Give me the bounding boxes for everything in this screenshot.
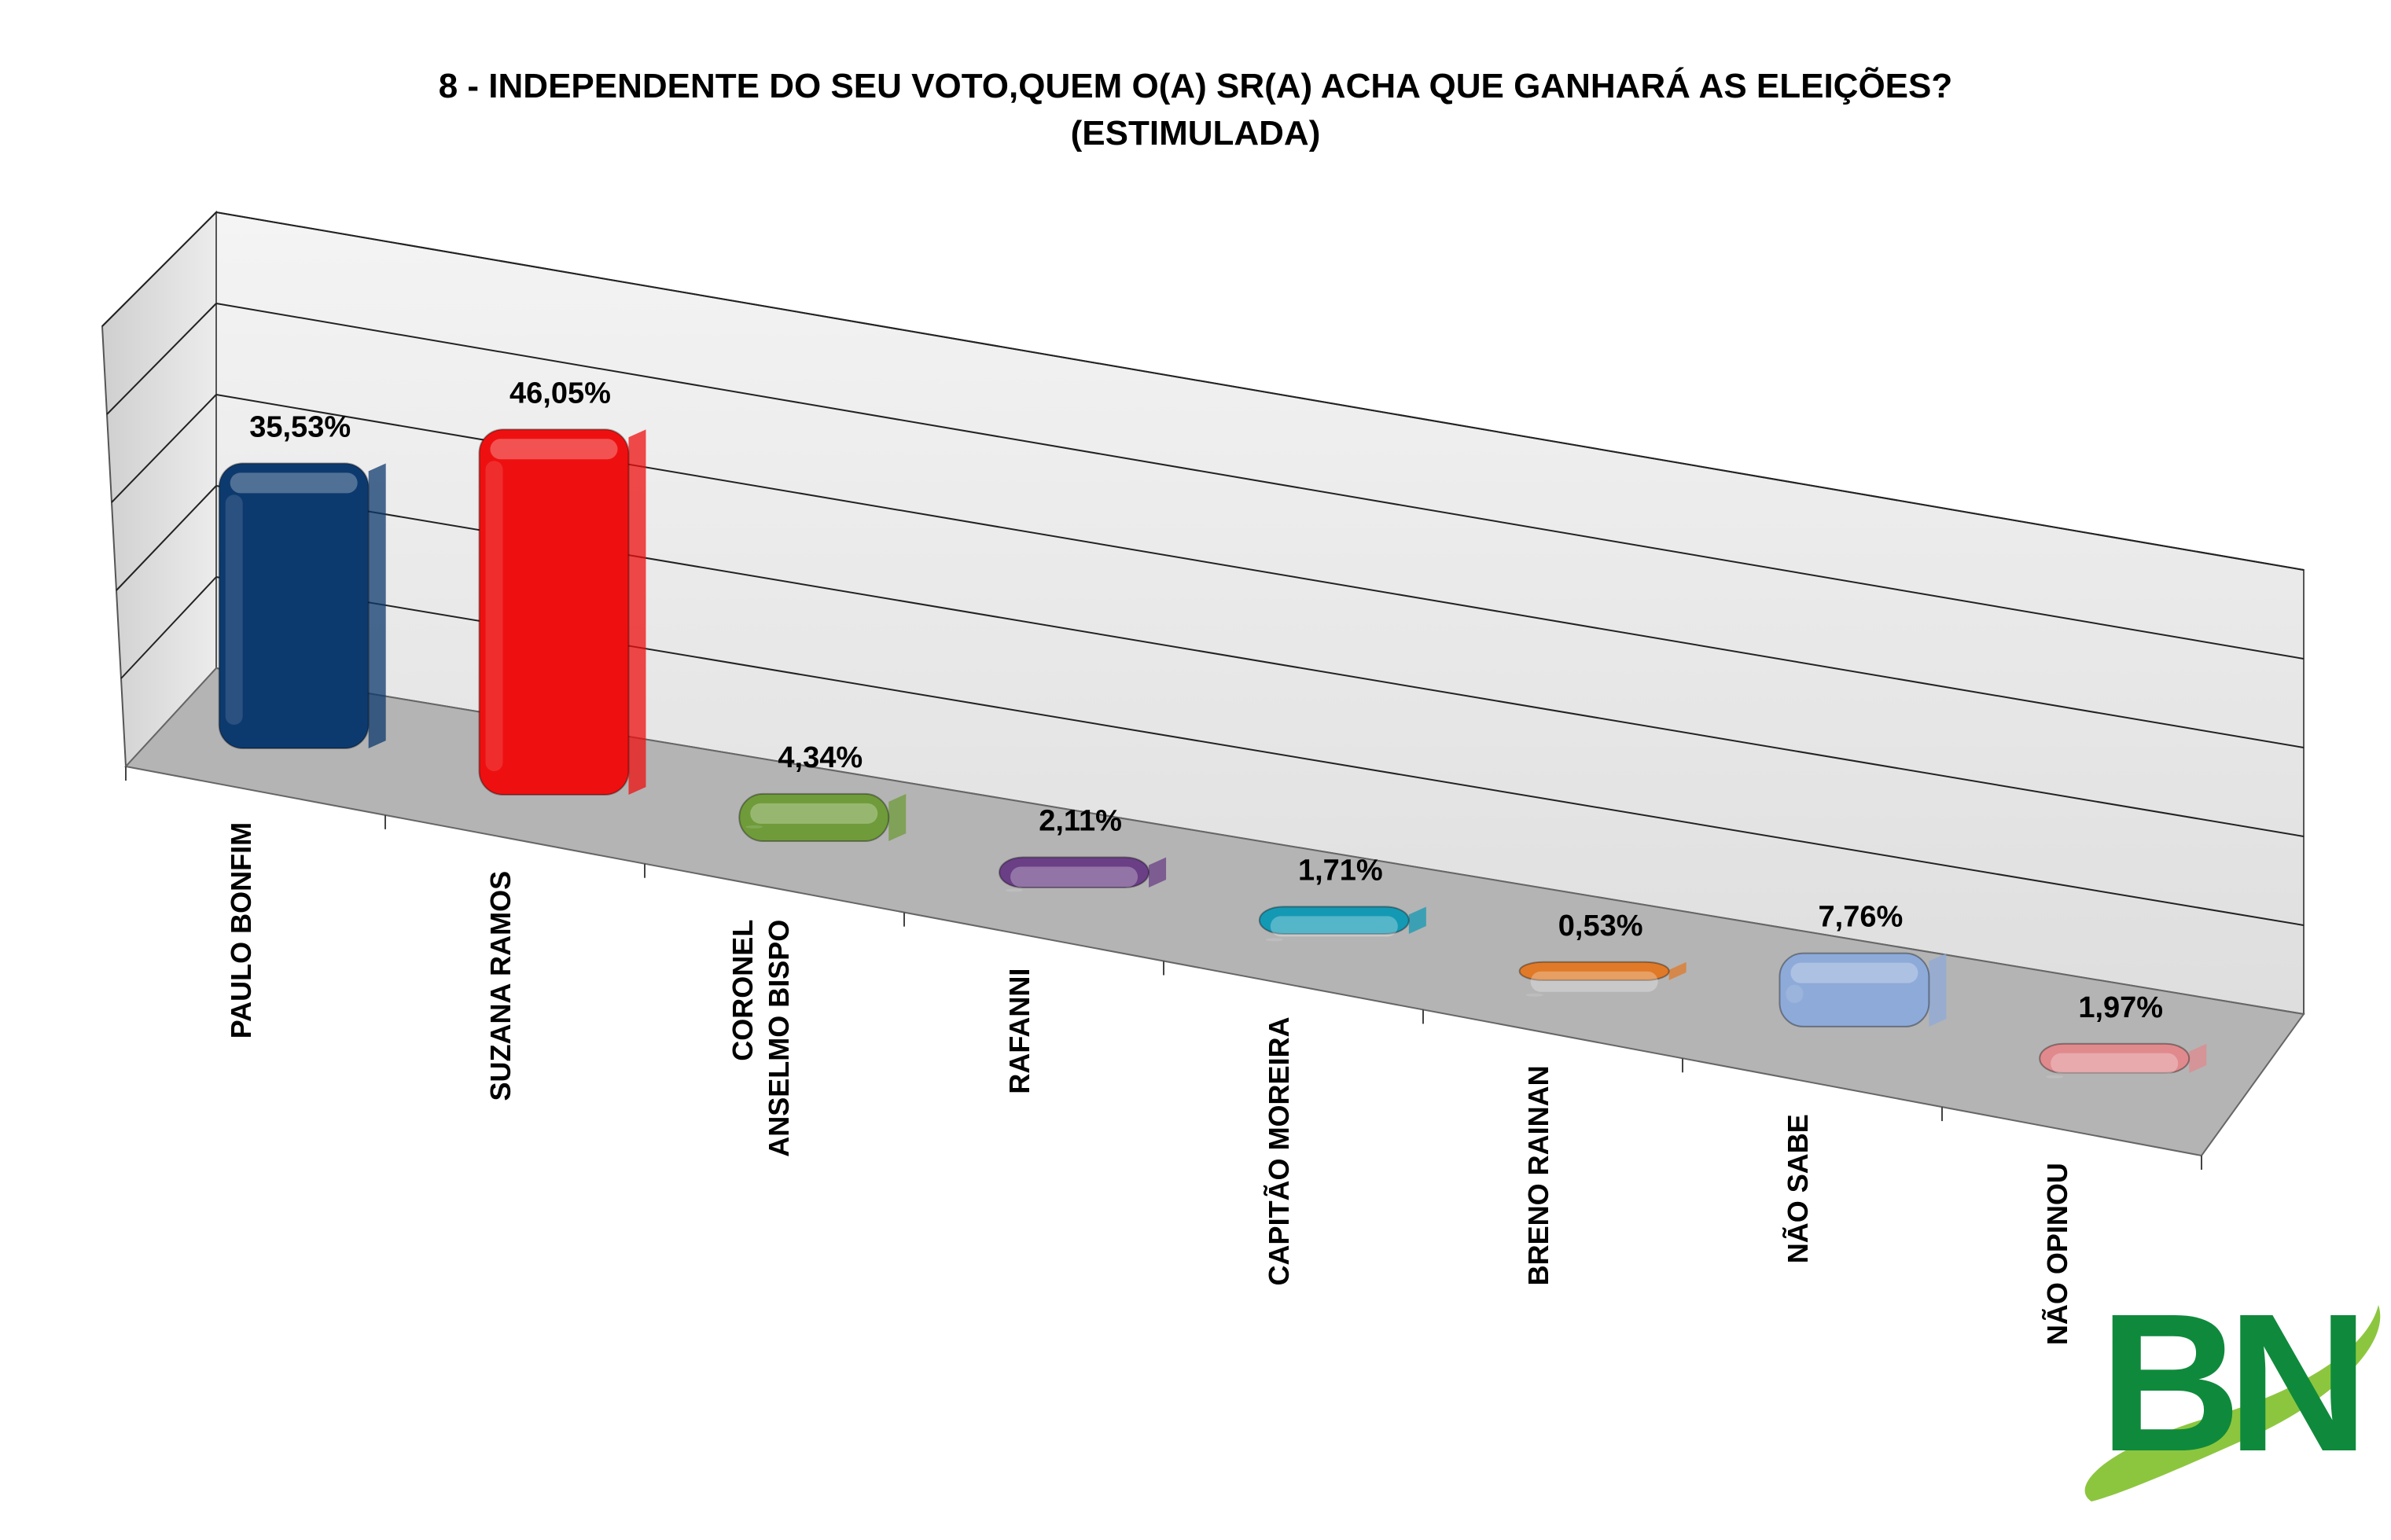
value-label: 4,34% [778, 741, 863, 774]
bar-4 [1258, 906, 1426, 942]
bn-logo: BN [2084, 1273, 2381, 1501]
chart-title-line-1: 8 - INDEPENDENTE DO SEU VOTO,QUEM O(A) S… [438, 67, 1953, 105]
gridline-side [106, 303, 217, 415]
bar-3 [999, 856, 1167, 892]
chart-title-line-2: (ESTIMULADA) [1070, 114, 1321, 153]
category-label: RAFANNI [1003, 968, 1035, 1094]
side-wall [101, 210, 217, 769]
chart-walls [101, 210, 2305, 1157]
category-labels: PAULO BONFIM SUZANA RAMOS CORONEL ANSELMO B… [225, 822, 2073, 1345]
bar-5 [1518, 961, 1687, 997]
value-label: 1,97% [2078, 991, 2163, 1024]
floor [124, 667, 2305, 1157]
value-label: 7,76% [1819, 901, 1904, 934]
bars [218, 428, 2207, 1079]
category-label: CORONEL ANSELMO BISPO [726, 920, 795, 1157]
value-labels: 35,53% 46,05% 4,34% 2,11% 1,71% 0,53% 7,76% 1,9… [249, 377, 2163, 1024]
bar-1 [478, 428, 646, 796]
gridline [215, 303, 2305, 660]
category-label: NÃO SABE [1781, 1114, 1814, 1263]
category-label: NÃO OPINOU [2040, 1163, 2073, 1345]
gridline-side [116, 485, 217, 591]
logo-text: BN [2099, 1273, 2356, 1492]
gridline-side [120, 576, 217, 679]
value-label: 35,53% [249, 410, 351, 443]
gridline-side [111, 394, 217, 503]
gridline-side [101, 211, 217, 327]
logo-swoosh [2084, 1305, 2381, 1501]
bar-2 [738, 792, 907, 842]
value-label: 46,05% [509, 377, 611, 410]
chart-title: 8 - INDEPENDENTE DO SEU VOTO,QUEM O(A) S… [0, 63, 2391, 157]
bar-0 [218, 462, 386, 749]
gridline [215, 211, 2305, 571]
value-label: 1,71% [1298, 854, 1383, 887]
value-label: 0,53% [1558, 910, 1643, 943]
category-label: SUZANA RAMOS [484, 871, 517, 1101]
category-label: PAULO BONFIM [225, 822, 257, 1038]
category-label: BRENO RAINAN [1522, 1065, 1554, 1285]
value-label: 2,11% [1039, 804, 1122, 837]
category-label: CAPITÃO MOREIRA [1262, 1016, 1295, 1285]
axis-ticks [125, 766, 2202, 1170]
bar-7 [2039, 1042, 2207, 1079]
bar-6 [1779, 952, 1947, 1027]
